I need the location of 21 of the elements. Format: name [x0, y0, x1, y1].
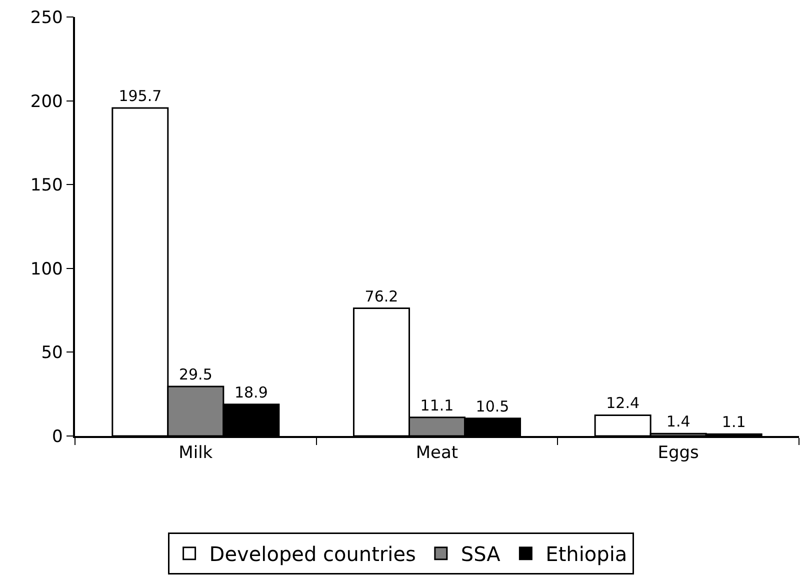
x-tick-label: Eggs	[658, 443, 700, 464]
data-label: 1.4	[666, 412, 690, 431]
y-tick-label: 50	[41, 343, 63, 364]
legend-label: SSA	[460, 542, 501, 566]
legend-label: Ethiopia	[546, 542, 628, 566]
legend-label: Developed countries	[209, 542, 416, 566]
y-tick-label: 100	[30, 259, 63, 280]
x-tick-label: Milk	[178, 443, 213, 464]
data-label: 76.2	[364, 287, 398, 306]
data-label: 12.4	[606, 394, 640, 412]
data-label: 10.5	[476, 397, 510, 416]
x-tick-label: Meat	[416, 443, 458, 464]
data-label: 1.1	[722, 413, 746, 432]
y-tick-label: 250	[30, 8, 63, 28]
data-label: 18.9	[234, 383, 268, 402]
y-tick-label: 200	[30, 92, 63, 112]
y-tick-label: 150	[30, 176, 63, 196]
y-tick-label: 0	[52, 426, 63, 447]
data-label: 29.5	[178, 366, 212, 384]
data-label: 11.1	[420, 396, 454, 414]
data-label: 195.7	[118, 87, 162, 106]
